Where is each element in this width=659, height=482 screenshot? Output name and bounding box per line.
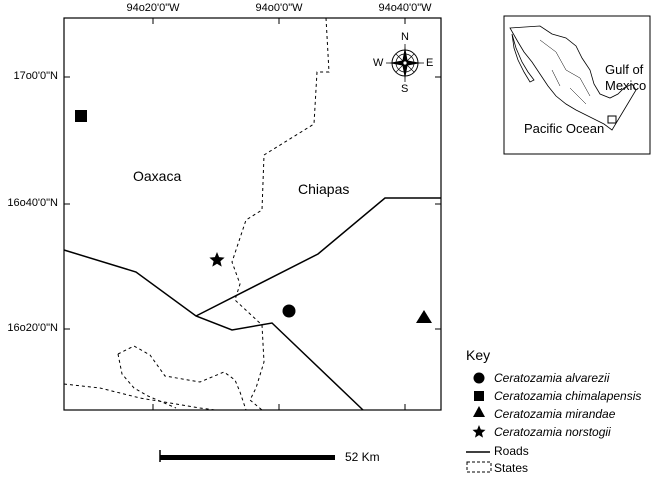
key-triangle-icon xyxy=(473,406,485,417)
inset-label-gulf: Gulf of Mexico xyxy=(605,62,646,94)
key-label-alvarezii: Ceratozamia alvarezii xyxy=(494,371,610,385)
marker-ceratozamia-mirandae xyxy=(416,310,432,323)
lat-tick-label: 16o20'0"N xyxy=(7,322,58,334)
key-label-mirandae: Ceratozamia mirandae xyxy=(494,407,616,421)
inset-label-gulf-line2: Mexico xyxy=(605,78,647,93)
road-west xyxy=(63,249,364,411)
road-east xyxy=(195,197,441,317)
key-dashed-box-icon xyxy=(466,461,492,473)
marker-ceratozamia-chimalapensis xyxy=(75,110,87,122)
marker-ceratozamia-alvarezii xyxy=(282,304,296,318)
region-label-chiapas: Chiapas xyxy=(298,181,350,197)
marker-ceratozamia-norstogii xyxy=(209,252,225,267)
scale-label: 52 Km xyxy=(345,450,380,464)
key-title: Key xyxy=(466,347,491,363)
map-frame xyxy=(63,17,442,411)
region-label-oaxaca: Oaxaca xyxy=(133,168,182,184)
state-boundary-south-1 xyxy=(117,345,247,411)
compass-rose xyxy=(386,44,424,82)
key-label-states: States xyxy=(494,461,529,475)
inset-frame xyxy=(503,15,651,155)
compass-s-label: S xyxy=(401,83,409,95)
compass-e-label: E xyxy=(426,57,434,69)
key-star-icon xyxy=(472,425,486,438)
key-square-icon xyxy=(474,391,484,401)
state-boundary xyxy=(231,17,330,411)
inset-label-pacific: Pacific Ocean xyxy=(524,121,605,136)
state-boundary-south-3 xyxy=(63,383,216,411)
scale-bar xyxy=(160,455,335,460)
lat-tick-label: 16o40'0"N xyxy=(7,197,58,209)
compass-w-label: W xyxy=(373,57,384,69)
lon-tick-label: 94o40'0"W xyxy=(378,2,432,14)
inset-study-area-box xyxy=(607,115,617,124)
state-boundary-south-2 xyxy=(117,353,177,409)
compass-n-label: N xyxy=(401,31,409,43)
inset-label-gulf-line1: Gulf of xyxy=(605,62,644,77)
lon-tick-label: 94o0'0"W xyxy=(255,2,303,14)
inset-mexico-map xyxy=(509,25,637,131)
key-label-roads: Roads xyxy=(494,444,529,458)
key-label-norstogii: Ceratozamia norstogii xyxy=(494,425,611,439)
key-label-chimalapensis: Ceratozamia chimalapensis xyxy=(494,389,642,403)
lon-tick-label: 94o20'0"W xyxy=(126,2,180,14)
lat-tick-label: 17o0'0"N xyxy=(13,70,58,82)
key-circle-icon xyxy=(473,372,485,384)
